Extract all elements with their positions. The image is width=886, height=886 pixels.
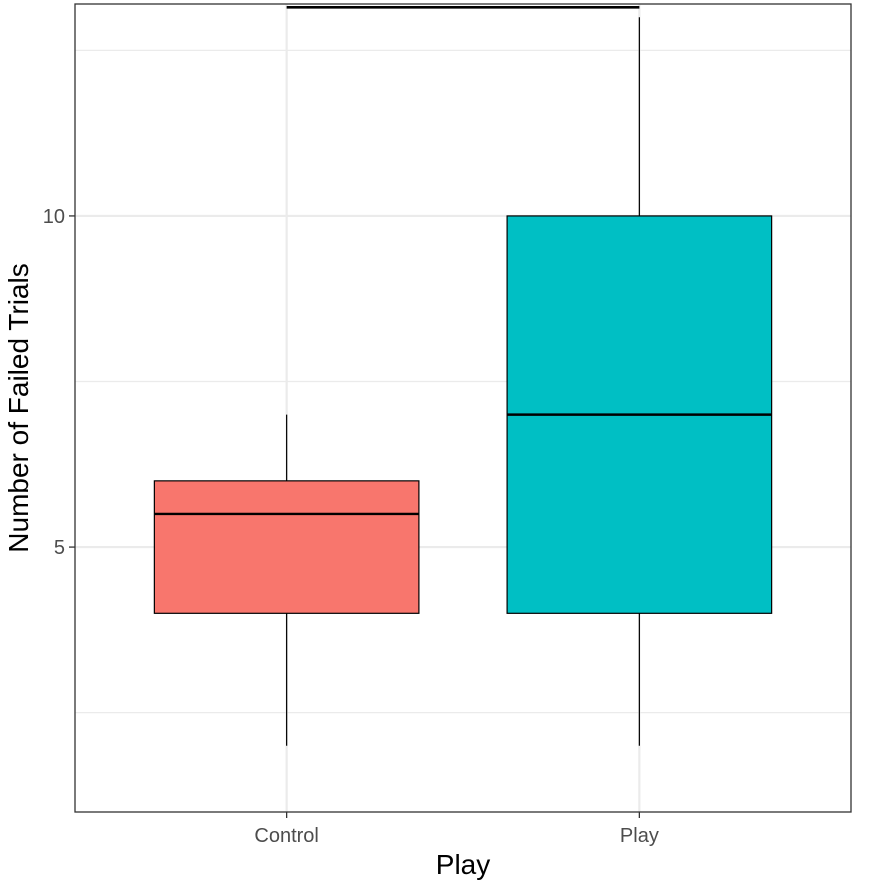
x-tick-label: Play [620, 825, 659, 847]
y-tick-label: 5 [54, 537, 65, 559]
box-body [153, 480, 420, 614]
x-axis-title: Play [436, 849, 490, 880]
boxes [153, 17, 773, 746]
y-axis-title: Number of Failed Trials [3, 263, 34, 552]
y-tick-label: 10 [43, 206, 65, 228]
box-control [153, 414, 420, 746]
x-tick-label: Control [254, 825, 318, 847]
significance-annotation: * [286, 0, 640, 11]
axes: 5 10 Control Play [43, 206, 659, 847]
box-play [506, 17, 773, 746]
plot-panel-border [74, 3, 852, 813]
significance-label: * [458, 0, 469, 11]
